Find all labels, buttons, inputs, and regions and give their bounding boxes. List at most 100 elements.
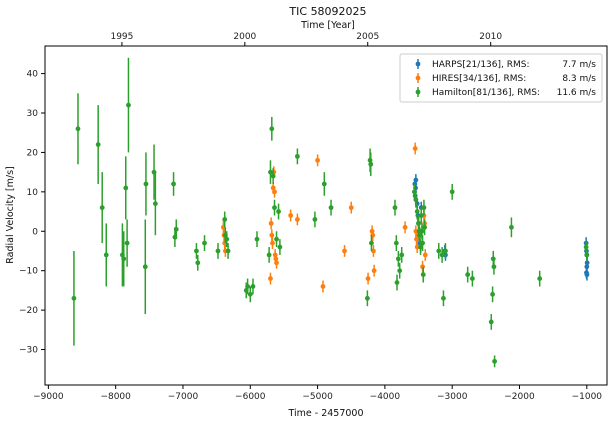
data-point bbox=[419, 228, 425, 234]
y-tick-label: 30 bbox=[27, 109, 39, 119]
data-point bbox=[491, 264, 497, 270]
y-tick-label: −20 bbox=[19, 306, 38, 316]
y-tick-label: 10 bbox=[27, 188, 39, 198]
legend-box bbox=[399, 53, 603, 103]
x-tick-label: −4000 bbox=[370, 392, 401, 402]
data-point bbox=[469, 276, 475, 281]
data-point bbox=[371, 248, 376, 254]
x-tick-label: −2000 bbox=[504, 392, 535, 402]
data-point bbox=[126, 102, 131, 108]
legend: HARPS[21/136], RMS: 7.7 m/s HIRES[34/136],… bbox=[399, 53, 603, 103]
data-point bbox=[320, 284, 326, 289]
data-point bbox=[75, 126, 81, 132]
y-tick-label: −30 bbox=[19, 346, 38, 356]
data-marks bbox=[71, 57, 590, 368]
data-point bbox=[420, 272, 426, 278]
data-point bbox=[321, 181, 327, 187]
data-point bbox=[121, 256, 127, 262]
data-point bbox=[194, 248, 199, 254]
data-point bbox=[449, 189, 455, 195]
x-tick-label: −7000 bbox=[168, 392, 199, 402]
data-point bbox=[315, 157, 320, 163]
x-axis-label: Time - 2457000 bbox=[287, 408, 363, 419]
legend-rms: 8.3 m/s bbox=[562, 74, 596, 84]
data-point bbox=[439, 252, 445, 258]
legend-label: HIRES[34/136], RMS: bbox=[432, 74, 526, 84]
y-tick-label: 40 bbox=[27, 70, 39, 80]
legend-marker bbox=[415, 89, 421, 95]
data-point bbox=[368, 161, 374, 167]
legend-rms: 11.6 m/s bbox=[557, 88, 597, 98]
data-point bbox=[584, 252, 590, 258]
legend-marker bbox=[415, 61, 421, 67]
data-point bbox=[142, 264, 148, 270]
data-point bbox=[266, 252, 272, 258]
data-point bbox=[294, 153, 300, 159]
x-tick-label: −8000 bbox=[100, 392, 131, 402]
data-point bbox=[225, 248, 231, 254]
y-tick-label: −10 bbox=[19, 267, 38, 277]
data-point bbox=[418, 244, 423, 250]
data-point bbox=[465, 272, 471, 278]
data-point bbox=[123, 185, 129, 191]
x-tick-label: −1000 bbox=[572, 392, 603, 402]
data-point bbox=[268, 169, 273, 175]
data-point bbox=[413, 228, 419, 234]
data-point bbox=[402, 224, 408, 230]
legend-label: Hamilton[81/136], RMS: bbox=[432, 88, 540, 98]
data-point bbox=[392, 205, 398, 211]
data-point bbox=[364, 295, 370, 301]
data-point bbox=[245, 284, 250, 289]
data-point bbox=[418, 213, 424, 218]
x-tick-label: −5000 bbox=[302, 392, 333, 402]
data-point bbox=[414, 244, 420, 250]
data-point bbox=[395, 256, 401, 262]
data-point bbox=[441, 295, 446, 301]
data-point bbox=[369, 240, 374, 246]
data-point bbox=[436, 248, 442, 254]
data-point bbox=[269, 232, 275, 238]
data-point bbox=[393, 240, 399, 246]
data-point bbox=[413, 197, 419, 203]
data-point bbox=[224, 236, 230, 242]
data-point bbox=[490, 291, 495, 297]
y-tick-label: 20 bbox=[27, 148, 39, 158]
y-axis-label: Radial Velocity [m/s] bbox=[5, 166, 16, 263]
data-point bbox=[371, 268, 377, 274]
x-tick-label: −3000 bbox=[437, 392, 468, 402]
data-point bbox=[71, 295, 77, 301]
data-point bbox=[143, 181, 149, 187]
data-point bbox=[274, 236, 279, 242]
data-point bbox=[584, 272, 590, 278]
data-point bbox=[417, 232, 423, 238]
data-point bbox=[268, 276, 273, 281]
data-point bbox=[537, 276, 543, 281]
data-point bbox=[247, 291, 253, 297]
data-point bbox=[124, 240, 130, 246]
chart-title: TIC 58092025 bbox=[288, 5, 366, 18]
y-tick-label: 0 bbox=[32, 227, 38, 237]
data-point bbox=[270, 173, 276, 179]
data-point bbox=[103, 252, 109, 258]
data-point bbox=[414, 236, 419, 242]
top-x-tick-label: 2010 bbox=[479, 32, 502, 42]
data-point bbox=[152, 201, 158, 207]
data-point bbox=[399, 252, 405, 258]
data-point bbox=[342, 248, 347, 254]
data-point bbox=[173, 226, 179, 232]
x-tick-label: −9000 bbox=[33, 392, 64, 402]
data-point bbox=[443, 248, 448, 254]
data-point bbox=[276, 209, 281, 214]
top-x-tick-label: 2005 bbox=[356, 32, 379, 42]
top-x-axis-label: Time [Year] bbox=[300, 20, 355, 31]
x-tick-label: −6000 bbox=[235, 392, 266, 402]
data-point bbox=[413, 177, 419, 183]
data-point bbox=[272, 189, 277, 195]
data-point bbox=[254, 236, 260, 242]
data-point bbox=[95, 142, 101, 147]
data-point bbox=[294, 217, 300, 222]
data-point bbox=[422, 224, 428, 230]
data-point bbox=[222, 217, 228, 222]
data-point bbox=[328, 205, 334, 211]
data-point bbox=[272, 205, 277, 211]
